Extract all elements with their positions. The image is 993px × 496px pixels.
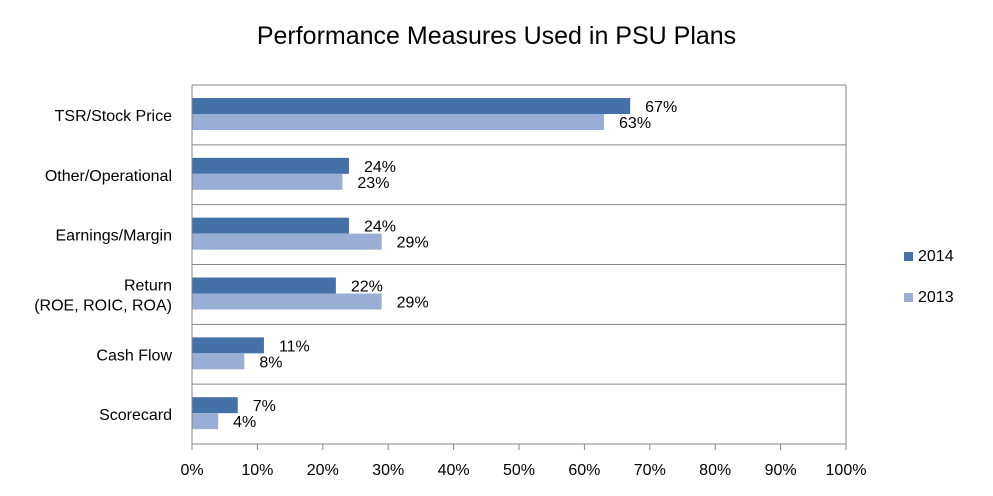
data-label-2013: 29% <box>397 295 429 312</box>
x-tick-label: 20% <box>307 462 339 479</box>
x-tick-label: 80% <box>699 462 731 479</box>
bar-2013 <box>192 114 605 130</box>
bar-2013 <box>192 413 219 430</box>
bars <box>192 98 631 430</box>
x-tick-label: 70% <box>634 462 666 479</box>
legend-swatch-2014 <box>904 252 913 261</box>
category-label: Scorecard <box>99 407 172 424</box>
bar-2014 <box>192 337 264 354</box>
category-label: Earnings/Margin <box>56 228 173 245</box>
x-tick-label: 90% <box>765 462 797 479</box>
data-label-2014: 7% <box>253 398 276 415</box>
data-label-2013: 29% <box>397 235 429 252</box>
legend-label-2013: 2013 <box>918 289 954 306</box>
data-labels: 67% 24% 24% 22% 11% 7% 63% 23% 29% 29% 8% 4% <box>233 99 677 431</box>
bar-2013 <box>192 293 382 310</box>
category-label: Cash Flow <box>96 347 172 364</box>
data-label-2014: 24% <box>364 159 396 176</box>
x-tick-label: 100% <box>826 462 867 479</box>
data-label-2013: 63% <box>619 115 651 132</box>
category-label: TSR/Stock Price <box>55 108 172 125</box>
data-label-2014: 24% <box>364 219 396 236</box>
bar-2014 <box>192 98 631 114</box>
legend-item-2013: 2013 <box>904 289 954 307</box>
bar-2014 <box>192 157 349 174</box>
data-label-2013: 23% <box>357 175 389 192</box>
x-tick-label: 50% <box>503 462 535 479</box>
bar-2014 <box>192 217 349 234</box>
bar-2013 <box>192 233 382 250</box>
bar-2013 <box>192 173 343 190</box>
gridlines <box>192 84 847 445</box>
category-label: Return <box>124 277 172 294</box>
legend-swatch-2013 <box>904 293 913 302</box>
x-tick-label: 60% <box>568 462 600 479</box>
data-label-2014: 22% <box>351 279 383 296</box>
category-labels: TSR/Stock Price Other/Operational Earnings… <box>34 108 172 424</box>
data-label-2013: 8% <box>259 354 282 371</box>
x-tick-label: 40% <box>438 462 470 479</box>
legend-label-2014: 2014 <box>918 248 954 265</box>
bar-2014 <box>192 397 238 414</box>
category-label: (ROE, ROIC, ROA) <box>34 297 172 314</box>
x-tick-label: 30% <box>372 462 404 479</box>
data-label-2014: 11% <box>279 338 310 355</box>
x-axis-ticks: 0% 10% 20% 30% 40% 50% 60% 70% 80% 90% 100% <box>180 444 866 479</box>
legend-item-2014: 2014 <box>904 248 954 266</box>
x-tick-label: 10% <box>241 462 273 479</box>
bar-2014 <box>192 277 336 294</box>
category-label: Other/Operational <box>45 168 172 185</box>
x-tick-label: 0% <box>180 462 203 479</box>
data-label-2014: 67% <box>645 99 677 116</box>
bar-2013 <box>192 353 245 370</box>
chart-title: Performance Measures Used in PSU Plans <box>256 22 737 50</box>
data-label-2013: 4% <box>233 414 256 431</box>
